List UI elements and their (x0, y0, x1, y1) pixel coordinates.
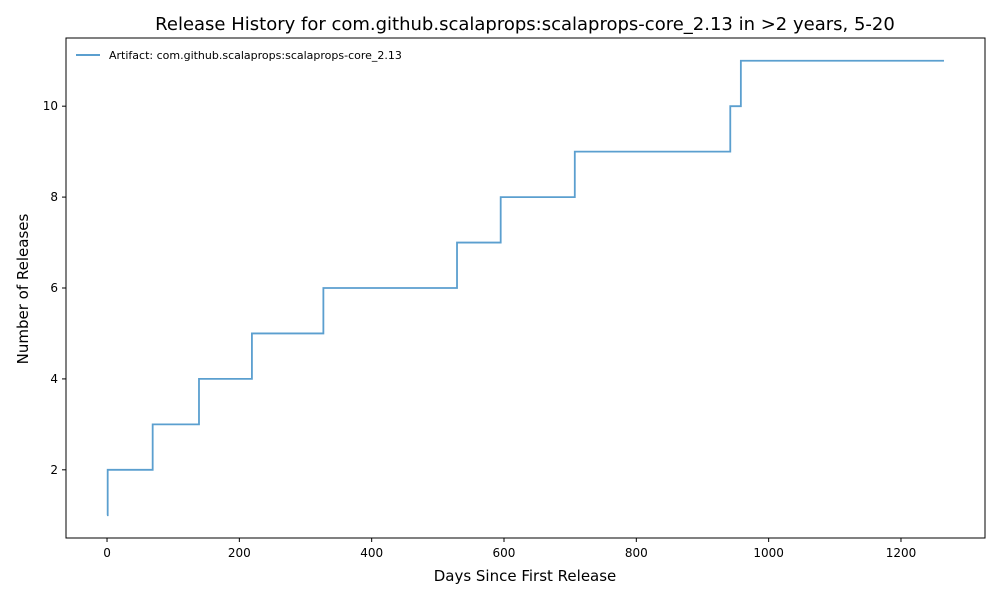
x-tick-label: 800 (625, 546, 648, 560)
chart-title: Release History for com.github.scalaprop… (155, 14, 895, 35)
y-tick-label: 6 (50, 281, 58, 295)
x-tick-label: 0 (103, 546, 111, 560)
x-tick-label: 1000 (753, 546, 784, 560)
x-tick-label: 200 (228, 546, 251, 560)
y-tick-label: 10 (43, 99, 58, 113)
y-tick-label: 8 (50, 190, 58, 204)
axis-ticks: 0 200 400 600 800 1000 1200 2 4 6 8 10 (43, 99, 917, 560)
x-axis-label: Days Since First Release (434, 567, 617, 585)
plot-area (65, 37, 986, 539)
x-tick-label: 400 (360, 546, 383, 560)
legend: Artifact: com.github.scalaprops:scalapro… (76, 49, 402, 62)
y-axis-label: Number of Releases (14, 213, 32, 364)
x-tick-label: 600 (493, 546, 516, 560)
x-tick-label: 1200 (886, 546, 917, 560)
y-tick-label: 2 (50, 463, 58, 477)
legend-entry-label: Artifact: com.github.scalaprops:scalapro… (109, 49, 402, 62)
series-layer (106, 59, 944, 517)
y-tick-label: 4 (50, 372, 58, 386)
series-step-line (106, 59, 944, 517)
